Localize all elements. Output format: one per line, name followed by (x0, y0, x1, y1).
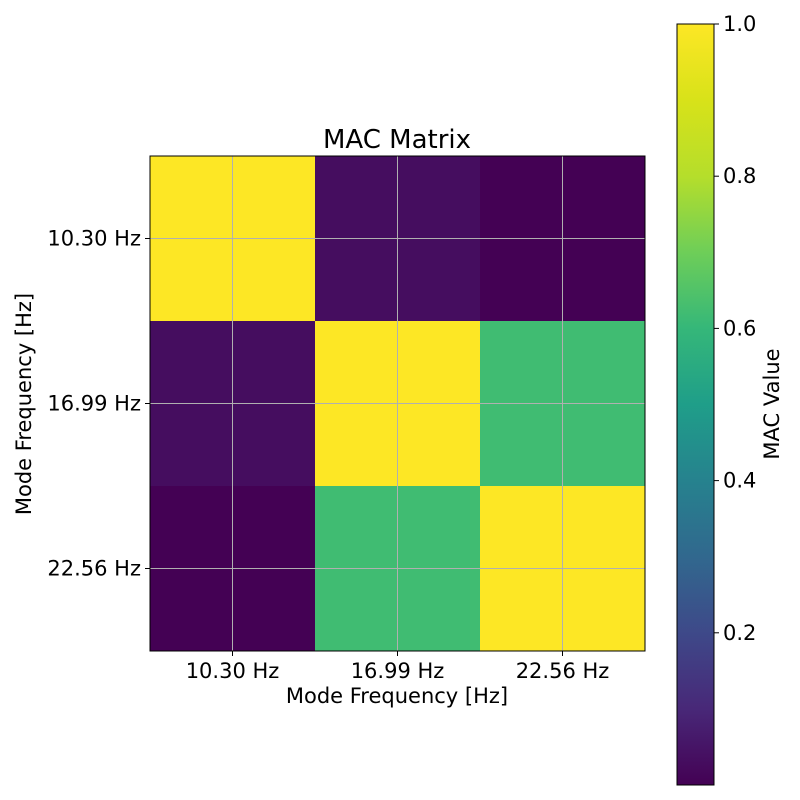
y-tick-label: 22.56 Hz (47, 557, 141, 581)
grid-lines (150, 156, 645, 651)
colorbar-tick-label: 0.8 (723, 164, 756, 188)
colorbar-ticks: 0.2 0.4 0.6 0.8 1.0 (714, 12, 756, 645)
x-axis-ticks: 10.30 Hz 16.99 Hz 22.56 Hz (186, 651, 610, 683)
colorbar-tick-label: 0.6 (723, 316, 756, 340)
colorbar-label: MAC Value (760, 348, 784, 459)
y-axis-ticks: 10.30 Hz 16.99 Hz 22.56 Hz (47, 227, 150, 581)
x-axis-label: Mode Frequency [Hz] (286, 684, 508, 708)
chart-title: MAC Matrix (323, 125, 471, 155)
x-tick-label: 22.56 Hz (516, 659, 610, 683)
x-tick-label: 10.30 Hz (186, 659, 280, 683)
colorbar-tick-label: 0.4 (723, 469, 756, 493)
colorbar-tick-label: 1.0 (723, 12, 756, 36)
y-tick-label: 16.99 Hz (47, 392, 141, 416)
x-tick-label: 16.99 Hz (351, 659, 445, 683)
colorbar-tick-label: 0.2 (723, 621, 756, 645)
y-axis-label: Mode Frequency [Hz] (12, 293, 36, 515)
colorbar (676, 23, 715, 786)
y-tick-label: 10.30 Hz (47, 227, 141, 251)
